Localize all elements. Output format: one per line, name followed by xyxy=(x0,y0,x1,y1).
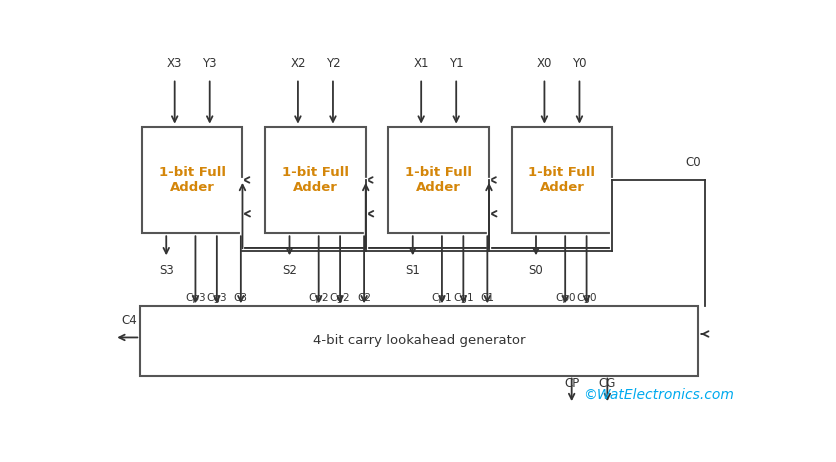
Text: X0: X0 xyxy=(536,57,552,70)
Text: S2: S2 xyxy=(282,263,297,277)
Text: 1-bit Full
Adder: 1-bit Full Adder xyxy=(159,166,226,194)
Text: C4: C4 xyxy=(121,314,137,327)
Text: Cp2: Cp2 xyxy=(308,293,329,304)
Text: 1-bit Full
Adder: 1-bit Full Adder xyxy=(282,166,349,194)
Text: Cg0: Cg0 xyxy=(576,293,596,304)
Text: Cp1: Cp1 xyxy=(431,293,451,304)
Text: Cg3: Cg3 xyxy=(206,293,227,304)
Text: Cg2: Cg2 xyxy=(329,293,350,304)
Bar xyxy=(511,127,611,233)
Text: X1: X1 xyxy=(413,57,428,70)
Text: 1-bit Full
Adder: 1-bit Full Adder xyxy=(528,166,594,194)
Text: Y2: Y2 xyxy=(325,57,340,70)
Text: ©WatElectronics.com: ©WatElectronics.com xyxy=(582,388,733,402)
Text: CG: CG xyxy=(598,377,615,390)
Text: CP: CP xyxy=(563,377,579,390)
Text: Y1: Y1 xyxy=(448,57,463,70)
Text: Cp0: Cp0 xyxy=(554,293,574,304)
Text: X3: X3 xyxy=(167,57,182,70)
Text: Y0: Y0 xyxy=(572,57,586,70)
Bar xyxy=(142,127,242,233)
Text: S0: S0 xyxy=(528,263,543,277)
Bar xyxy=(265,127,365,233)
Bar xyxy=(140,306,697,376)
Text: Cg1: Cg1 xyxy=(452,293,473,304)
Text: S1: S1 xyxy=(405,263,420,277)
Text: 4-bit carry lookahead generator: 4-bit carry lookahead generator xyxy=(313,334,525,347)
Text: C0: C0 xyxy=(685,156,701,169)
Text: Y3: Y3 xyxy=(202,57,217,70)
Text: C2: C2 xyxy=(357,293,370,304)
Text: C3: C3 xyxy=(233,293,247,304)
Text: C1: C1 xyxy=(480,293,494,304)
Text: Cp3: Cp3 xyxy=(185,293,206,304)
Text: 1-bit Full
Adder: 1-bit Full Adder xyxy=(405,166,472,194)
Text: X2: X2 xyxy=(290,57,305,70)
Text: S3: S3 xyxy=(159,263,173,277)
Bar xyxy=(388,127,488,233)
